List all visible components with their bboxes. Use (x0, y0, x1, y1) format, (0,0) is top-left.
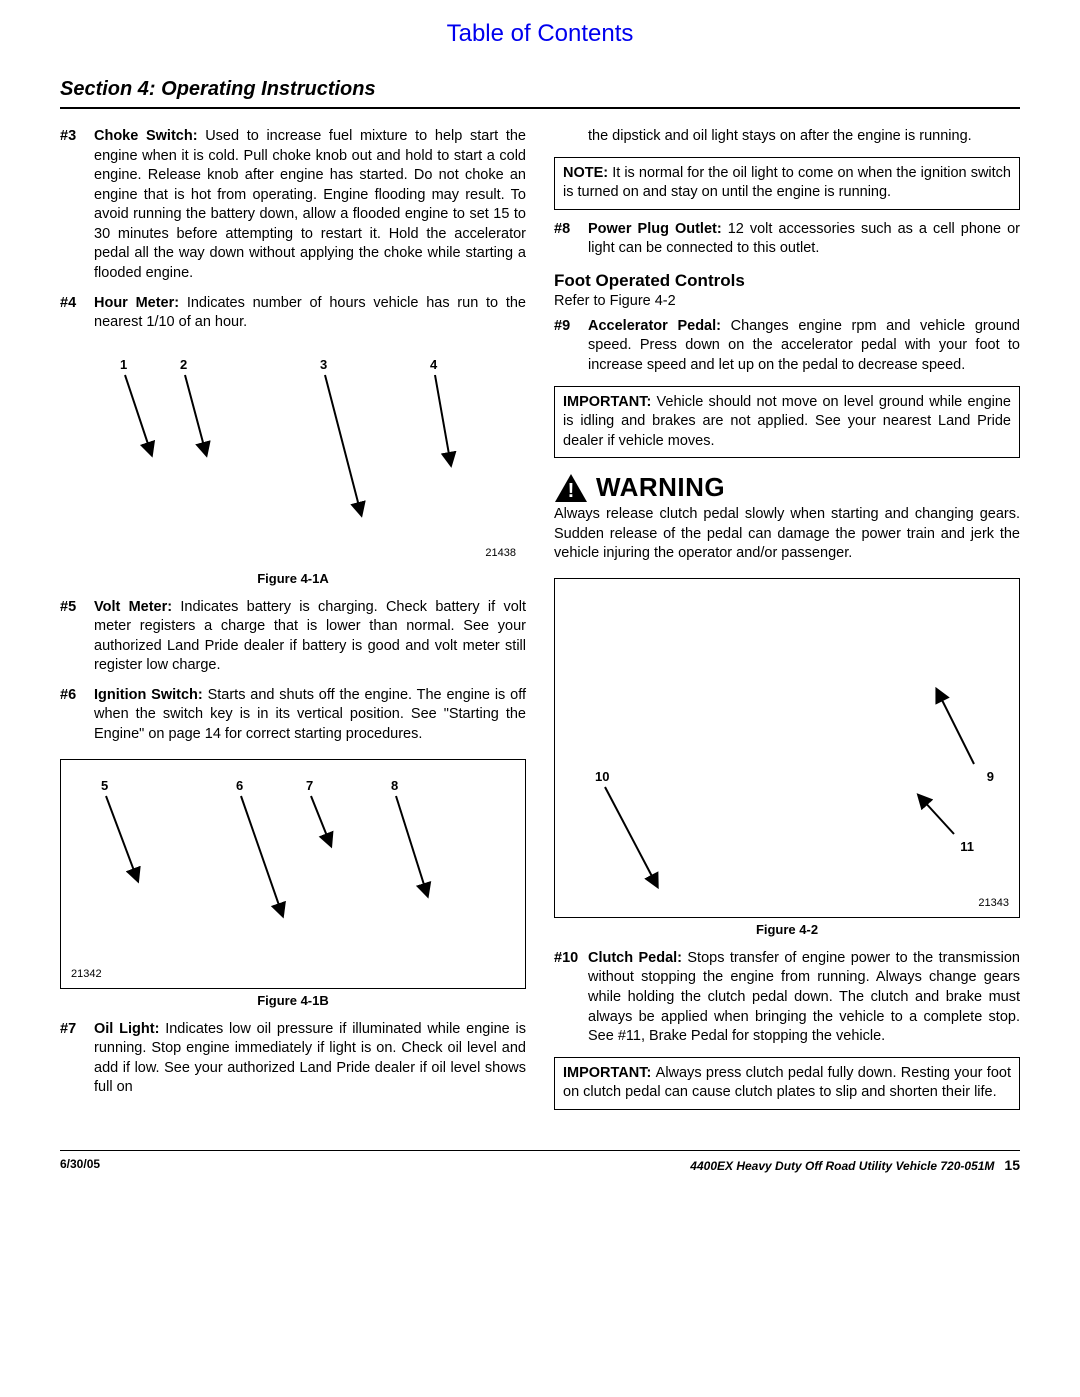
fig-label-5: 5 (101, 778, 108, 793)
fig-caption-2: Figure 4-2 (554, 922, 1020, 937)
right-column: the dipstick and oil light stays on afte… (554, 127, 1020, 1120)
subsection-heading: Foot Operated Controls (554, 271, 1020, 291)
footer-doc: 4400EX Heavy Duty Off Road Utility Vehic… (690, 1159, 994, 1173)
fig-caption-1b: Figure 4-1B (60, 993, 526, 1008)
item-title: Choke Switch: (94, 128, 205, 144)
fig-label-2: 2 (180, 357, 187, 372)
fig-label-9: 9 (987, 769, 994, 784)
item-num: #7 (60, 1020, 94, 1098)
item-num: #9 (554, 317, 588, 376)
figure-4-1a: 1 2 3 4 21438 (60, 347, 526, 567)
important-title: IMPORTANT: (563, 394, 657, 410)
item-title: Ignition Switch: (94, 687, 208, 703)
left-column: #3 Choke Switch: Used to increase fuel m… (60, 127, 526, 1120)
item-num: #8 (554, 220, 588, 259)
svg-text:!: ! (568, 480, 575, 502)
item-6: #6 Ignition Switch: Starts and shuts off… (60, 686, 526, 745)
item-10: #10 Clutch Pedal: Stops transfer of engi… (554, 949, 1020, 1047)
note-title: NOTE: (563, 165, 612, 181)
warning-label: WARNING (596, 472, 725, 503)
item-num: #10 (554, 949, 588, 1047)
fig-caption-1a: Figure 4-1A (60, 571, 526, 586)
item-title: Accelerator Pedal: (588, 318, 731, 334)
important-box-2: IMPORTANT: Always press clutch pedal ful… (554, 1057, 1020, 1110)
item-num: #3 (60, 127, 94, 284)
item-9: #9 Accelerator Pedal: Changes engine rpm… (554, 317, 1020, 376)
note-text: It is normal for the oil light to come o… (563, 165, 1011, 201)
fig-label-8: 8 (391, 778, 398, 793)
warning-paragraph: Always release clutch pedal slowly when … (554, 505, 1020, 564)
fig-label-11: 11 (960, 839, 974, 854)
fig-label-4: 4 (430, 357, 437, 372)
fig-id: 21342 (71, 968, 102, 980)
fig-label-6: 6 (236, 778, 243, 793)
refer-text: Refer to Figure 4-2 (554, 293, 1020, 309)
item-text: the dipstick and oil light stays on afte… (588, 127, 1020, 147)
section-header: Section 4: Operating Instructions (60, 78, 1020, 109)
item-title: Clutch Pedal: (588, 950, 687, 966)
important-box: IMPORTANT: Vehicle should not move on le… (554, 386, 1020, 459)
item-7-cont: the dipstick and oil light stays on afte… (554, 127, 1020, 147)
fig-label-1: 1 (120, 357, 127, 372)
item-4: #4 Hour Meter: Indicates number of hours… (60, 294, 526, 333)
note-box: NOTE: It is normal for the oil light to … (554, 157, 1020, 210)
item-7: #7 Oil Light: Indicates low oil pressure… (60, 1020, 526, 1098)
page-footer: 6/30/05 4400EX Heavy Duty Off Road Utili… (60, 1150, 1020, 1173)
footer-page: 15 (1004, 1157, 1020, 1173)
figure-4-2: 10 9 11 21343 (554, 578, 1020, 918)
item-title: Oil Light: (94, 1021, 165, 1037)
item-num: #6 (60, 686, 94, 745)
footer-date: 6/30/05 (60, 1157, 100, 1173)
item-num: #5 (60, 598, 94, 676)
fig-label-7: 7 (306, 778, 313, 793)
item-title: Hour Meter: (94, 295, 187, 311)
warning-triangle-icon: ! (554, 473, 588, 503)
item-num: #4 (60, 294, 94, 333)
item-8: #8 Power Plug Outlet: 12 volt accessorie… (554, 220, 1020, 259)
item-text: Used to increase fuel mixture to help st… (94, 128, 526, 281)
toc-link[interactable]: Table of Contents (60, 20, 1020, 48)
item-title: Power Plug Outlet: (588, 221, 728, 237)
item-title: Volt Meter: (94, 599, 180, 615)
fig-id: 21343 (978, 897, 1009, 909)
figure-4-1b: 5 6 7 8 21342 (60, 759, 526, 989)
item-3: #3 Choke Switch: Used to increase fuel m… (60, 127, 526, 284)
important-title: IMPORTANT: (563, 1065, 656, 1081)
item-5: #5 Volt Meter: Indicates battery is char… (60, 598, 526, 676)
fig-label-10: 10 (595, 769, 609, 784)
warning-heading: ! WARNING (554, 472, 1020, 503)
fig-label-3: 3 (320, 357, 327, 372)
fig-id: 21438 (485, 547, 516, 559)
